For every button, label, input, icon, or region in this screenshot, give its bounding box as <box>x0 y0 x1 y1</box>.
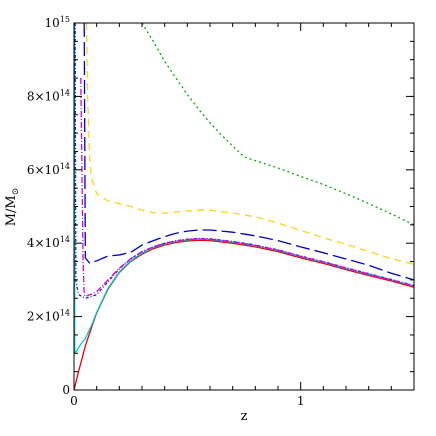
series-line-6 <box>85 23 414 266</box>
series-line-1 <box>74 239 414 390</box>
y-tick-label-exponent: 15 <box>60 15 70 24</box>
y-axis-label: M/M⊙ <box>4 188 21 227</box>
x-tick-label: 0 <box>70 394 78 408</box>
y-tick-label-mantissa: 6×10 <box>27 163 60 177</box>
y-tick-label-mantissa: 10 <box>45 16 60 30</box>
tick-layer <box>73 22 415 391</box>
y-tick-label-exponent: 14 <box>60 309 70 318</box>
series-line-5 <box>83 23 414 281</box>
y-tick-label-mantissa: 4×10 <box>27 236 60 250</box>
x-axis-label: z <box>241 409 248 424</box>
series-line-2 <box>74 23 414 356</box>
y-axis-label-main: M/M <box>4 195 19 226</box>
y-tick-label-exponent: 14 <box>60 162 70 171</box>
y-tick-label: 2×1014 <box>27 309 70 324</box>
y-tick-label-exponent: 14 <box>60 88 70 97</box>
y-tick-label-mantissa: 0 <box>62 383 70 397</box>
y-tick-label: 1015 <box>45 15 70 30</box>
series-line-4 <box>80 78 414 298</box>
y-tick-label: 8×1014 <box>27 88 70 103</box>
plot-frame <box>73 22 415 391</box>
y-tick-label: 6×1014 <box>27 162 70 177</box>
y-axis-label-subscript: ⊙ <box>11 188 21 196</box>
series-layer <box>74 23 414 390</box>
y-tick-label-mantissa: 2×10 <box>27 310 60 324</box>
x-tick-label: 1 <box>297 394 305 408</box>
y-tick-label: 0 <box>62 383 70 397</box>
y-tick-label-exponent: 14 <box>60 235 70 244</box>
series-line-3 <box>74 23 414 299</box>
y-tick-label: 4×1014 <box>27 235 70 250</box>
series-line-7 <box>141 23 414 226</box>
y-tick-label-mantissa: 8×10 <box>27 89 60 103</box>
